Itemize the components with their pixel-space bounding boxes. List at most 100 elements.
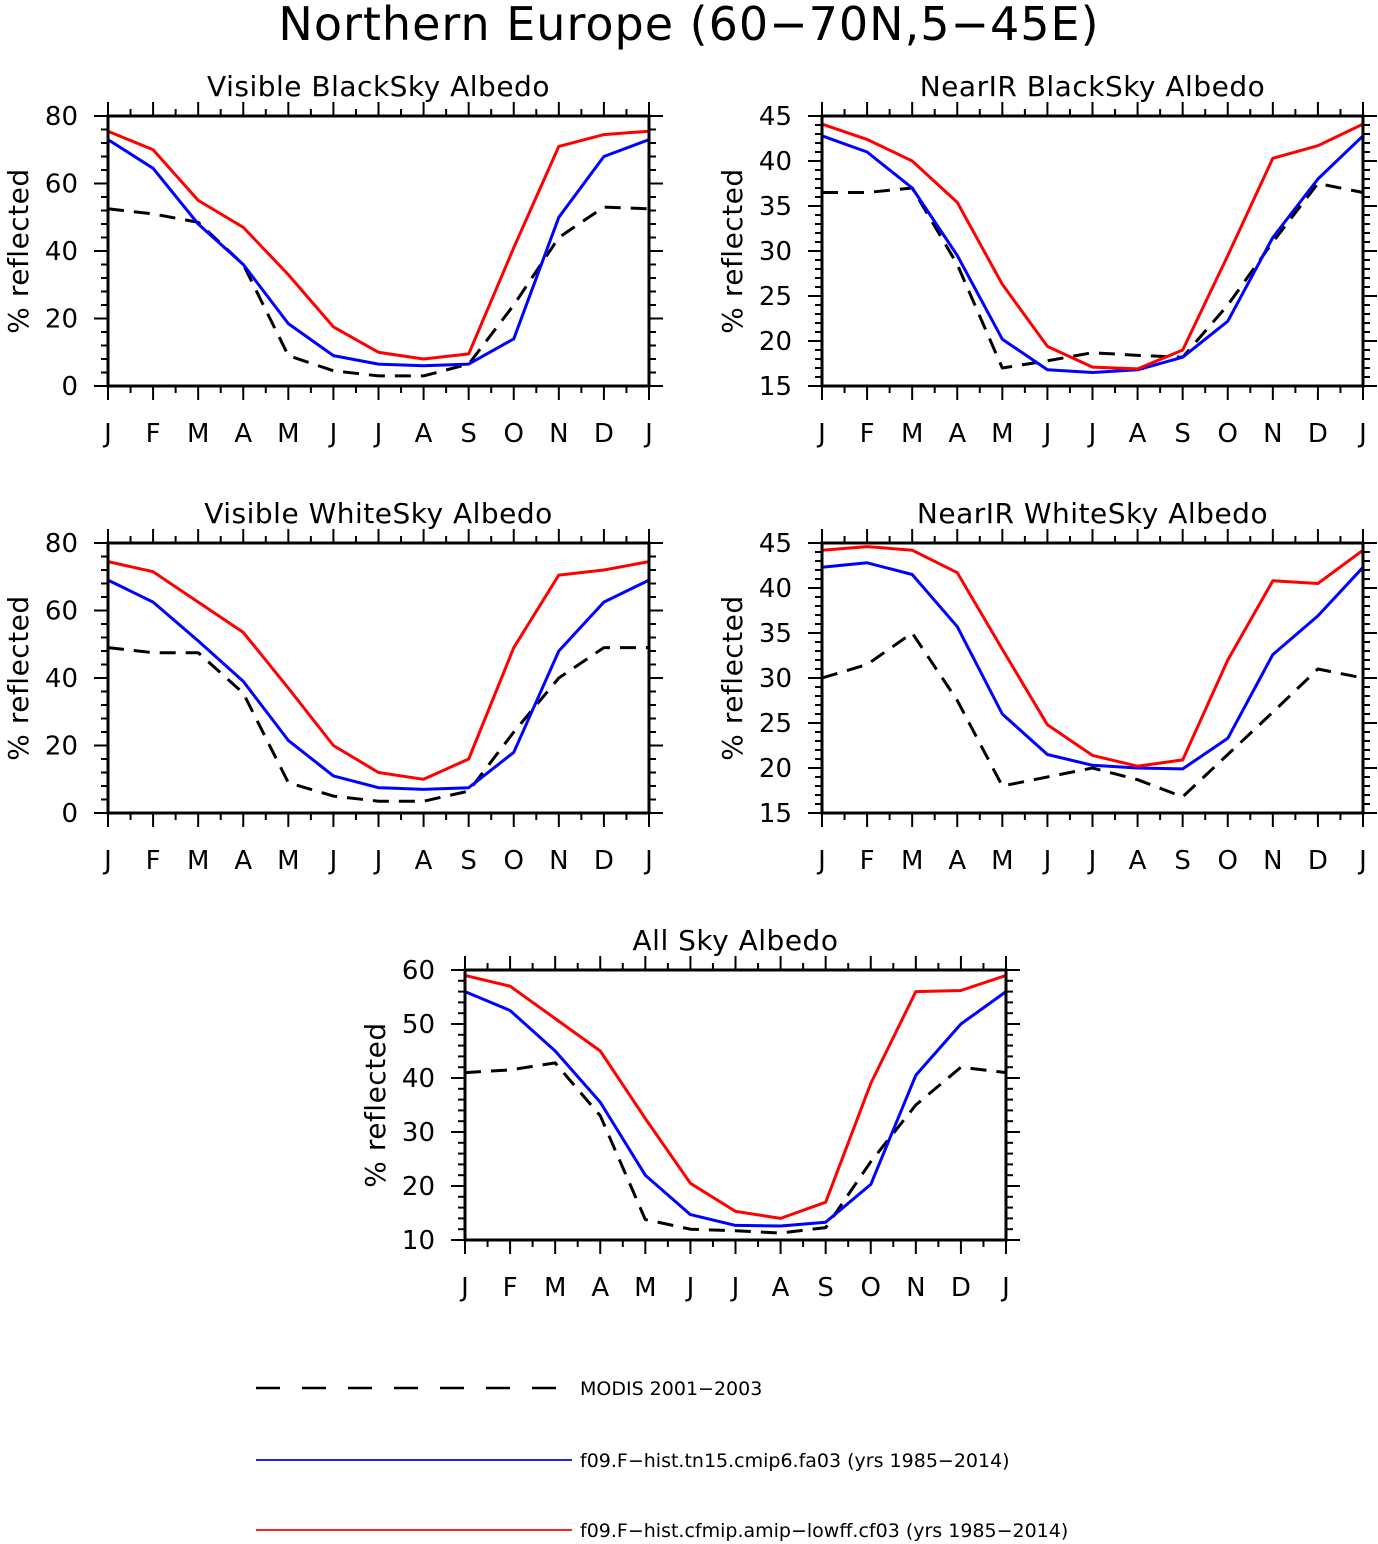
- y-tick-label: 25: [759, 282, 792, 312]
- x-tick-label: N: [906, 1273, 925, 1303]
- figure-title: Northern Europe (60−70N,5−45E): [278, 0, 1099, 51]
- panel-2: NearIR BlackSky Albedo % reflected 15 20 25 3…: [716, 70, 1377, 449]
- tick-marks: [808, 529, 1377, 827]
- x-tick-label: J: [816, 419, 826, 449]
- plot-frame: [106, 541, 651, 815]
- x-tick-label: S: [460, 846, 477, 876]
- x-tick-label: O: [504, 419, 524, 449]
- y-tick-label: 60: [45, 597, 78, 627]
- x-tick-label: M: [187, 419, 209, 449]
- tick-marks: [451, 956, 1020, 1254]
- x-tick-label: J: [1357, 419, 1367, 449]
- x-tick-label: J: [102, 846, 112, 876]
- y-tick-label: 15: [759, 372, 792, 402]
- plot-frame: [820, 541, 1365, 815]
- series-line-fa03: [107, 138, 650, 368]
- series-line-modis: [464, 1061, 1007, 1235]
- panel-title: NearIR WhiteSky Albedo: [917, 497, 1268, 530]
- x-tick-label: F: [146, 419, 161, 449]
- plot-frame: [106, 114, 651, 388]
- x-tick-label: M: [991, 846, 1013, 876]
- x-tick-label: A: [772, 1273, 790, 1303]
- y-tick-label: 40: [402, 1064, 435, 1094]
- series-line-cf03: [821, 122, 1364, 371]
- x-tick-label: J: [102, 419, 112, 449]
- x-tick-label: A: [415, 419, 433, 449]
- panel-title: All Sky Albedo: [633, 924, 839, 957]
- y-tick-label: 40: [45, 664, 78, 694]
- x-tick-label: D: [951, 1273, 971, 1303]
- x-tick-label: F: [860, 846, 875, 876]
- x-tick-label: M: [187, 846, 209, 876]
- legend-item: f09.F−hist.cfmip.amip−lowff.cf03 (yrs 19…: [256, 1520, 1068, 1542]
- y-tick-label: 20: [45, 305, 78, 335]
- x-tick-label: N: [549, 846, 568, 876]
- legend-item: f09.F−hist.tn15.cmip6.fa03 (yrs 1985−201…: [256, 1450, 1010, 1472]
- series-line-fa03: [821, 134, 1365, 374]
- x-tick-label: S: [1174, 846, 1191, 876]
- x-tick-label: J: [1042, 846, 1052, 876]
- series-line-cf03: [821, 545, 1364, 768]
- x-tick-label: A: [234, 846, 252, 876]
- x-tick-label: M: [901, 846, 923, 876]
- x-tick-label: O: [1218, 419, 1238, 449]
- y-tick-label: 50: [402, 1010, 435, 1040]
- x-tick-label: O: [1218, 846, 1238, 876]
- panels: Visible BlackSky Albedo % reflected 0 20 40 6…: [2, 70, 1377, 1303]
- x-tick-label: S: [817, 1273, 834, 1303]
- y-tick-label: 25: [759, 709, 792, 739]
- panel-1: Visible BlackSky Albedo % reflected 0 20 40 6…: [2, 70, 663, 449]
- x-tick-label: J: [373, 846, 383, 876]
- y-tick-label: 35: [759, 192, 792, 222]
- series-line-fa03: [464, 990, 1007, 1228]
- x-tick-label: M: [277, 846, 299, 876]
- x-tick-label: F: [503, 1273, 518, 1303]
- x-tick-label: D: [594, 846, 614, 876]
- x-tick-label: A: [234, 419, 252, 449]
- x-tick-label: J: [459, 1273, 469, 1303]
- x-tick-label: M: [901, 419, 923, 449]
- y-axis-label: % reflected: [716, 168, 749, 333]
- y-tick-label: 20: [45, 732, 78, 762]
- y-tick-label: 10: [402, 1226, 435, 1256]
- x-tick-label: A: [948, 846, 966, 876]
- y-axis-label: % reflected: [716, 595, 749, 760]
- y-tick-label: 45: [759, 529, 792, 559]
- x-tick-label: M: [634, 1273, 656, 1303]
- x-tick-label: M: [544, 1273, 566, 1303]
- x-tick-label: S: [460, 419, 477, 449]
- y-tick-label: 20: [759, 327, 792, 357]
- y-tick-label: 45: [759, 102, 792, 132]
- x-tick-label: J: [328, 419, 338, 449]
- y-tick-label: 0: [61, 372, 78, 402]
- x-tick-label: O: [504, 846, 524, 876]
- plot-frame: [463, 968, 1008, 1242]
- y-tick-label: 30: [759, 237, 792, 267]
- x-tick-label: N: [549, 419, 568, 449]
- panel-3: Visible WhiteSky Albedo % reflected 0 20 40 6…: [2, 497, 663, 876]
- x-tick-label: J: [328, 846, 338, 876]
- panel-title: Visible WhiteSky Albedo: [204, 497, 553, 530]
- y-axis-label: % reflected: [2, 595, 35, 760]
- series-line-modis: [821, 631, 1364, 799]
- y-tick-label: 80: [45, 529, 78, 559]
- x-tick-label: O: [861, 1273, 881, 1303]
- series-line-cf03: [107, 560, 650, 781]
- y-axis-label: % reflected: [359, 1022, 392, 1187]
- x-tick-label: D: [594, 419, 614, 449]
- plot-frame: [820, 114, 1365, 388]
- x-tick-label: A: [1129, 846, 1147, 876]
- x-tick-label: A: [1129, 419, 1147, 449]
- x-tick-label: J: [1357, 846, 1367, 876]
- y-tick-label: 20: [759, 754, 792, 784]
- y-tick-label: 40: [759, 147, 792, 177]
- tick-marks: [808, 102, 1377, 400]
- y-tick-label: 60: [402, 956, 435, 986]
- x-tick-label: N: [1263, 419, 1282, 449]
- series-line-cf03: [464, 973, 1007, 1220]
- y-tick-label: 40: [759, 574, 792, 604]
- x-tick-label: J: [816, 846, 826, 876]
- panel-title: NearIR BlackSky Albedo: [920, 70, 1266, 103]
- x-tick-label: D: [1308, 846, 1328, 876]
